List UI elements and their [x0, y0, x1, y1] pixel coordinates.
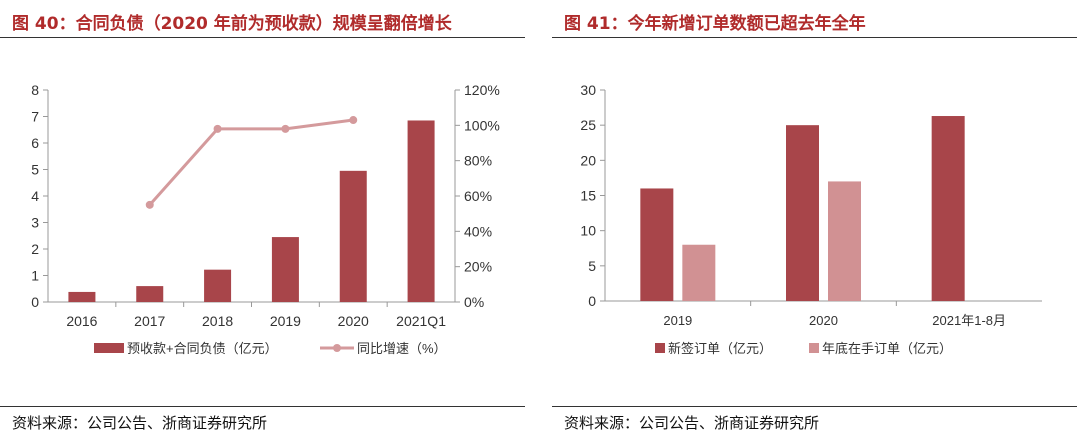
x-tick-label: 2021Q1: [396, 313, 446, 329]
line-point: [145, 200, 154, 209]
y-tick-label: 7: [31, 109, 39, 125]
x-tick-label: 2017: [134, 313, 165, 329]
y-tick-label: 5: [31, 162, 39, 178]
right-chart-panel: 图 41：今年新增订单数额已超去年全年 0 5 10 15 20 25 30 2019 2020…: [552, 0, 1077, 444]
y-tick-label: 15: [580, 188, 596, 204]
y-tick-label: 20: [580, 152, 596, 168]
line-point: [281, 124, 290, 133]
bar: [786, 125, 819, 302]
y-tick-label: 30: [580, 82, 596, 98]
legend-swatch-marker: [333, 344, 341, 352]
source-rule: [0, 406, 525, 407]
y-tick-label: 0: [588, 293, 596, 309]
chart-title: 图 41：今年新增订单数额已超去年全年: [564, 14, 866, 34]
source-rule: [552, 406, 1077, 407]
y-tick-label: 1: [31, 268, 39, 284]
y2-tick-label: 120%: [464, 82, 500, 98]
y-tick-label: 5: [588, 258, 596, 274]
x-tick-label: 2020: [809, 313, 838, 328]
y2-tick-label: 0%: [464, 294, 484, 310]
source-note: 资料来源：公司公告、浙商证券研究所: [564, 414, 820, 432]
line-point: [349, 116, 358, 125]
bar: [68, 291, 96, 302]
legend-label: 新签订单（亿元）: [668, 341, 772, 356]
bar: [271, 237, 299, 302]
bar: [828, 181, 861, 301]
legend-swatch: [655, 343, 665, 353]
x-tick-label: 2021年1-8月: [932, 313, 1006, 328]
y-tick-label: 8: [31, 82, 39, 98]
legend-swatch-bar: [94, 343, 124, 353]
legend-label: 同比增速（%）: [357, 341, 447, 356]
y2-tick-label: 60%: [464, 188, 492, 204]
y-tick-label: 4: [31, 188, 39, 204]
bar: [339, 170, 367, 302]
x-tick-label: 2016: [66, 313, 97, 329]
y-tick-label: 0: [31, 294, 39, 310]
x-tick-label: 2019: [663, 313, 692, 328]
line-point: [213, 124, 222, 133]
bar: [931, 116, 965, 301]
title-rule: [0, 37, 525, 38]
chart-title: 图 40：合同负债（2020 年前为预收款）规模呈翻倍增长: [12, 14, 452, 34]
bar: [407, 120, 435, 302]
source-note: 资料来源：公司公告、浙商证券研究所: [12, 414, 268, 432]
bar: [682, 244, 716, 301]
title-rule: [552, 37, 1077, 38]
bar: [136, 286, 164, 302]
y-tick-label: 25: [580, 117, 596, 133]
y-tick-label: 3: [31, 215, 39, 231]
bar: [640, 188, 674, 301]
y2-tick-label: 20%: [464, 259, 492, 275]
bar: [204, 269, 232, 302]
x-tick-label: 2020: [338, 313, 369, 329]
y2-tick-label: 80%: [464, 153, 492, 169]
legend-label: 预收款+合同负债（亿元）: [127, 341, 278, 356]
legend-label: 年底在手订单（亿元）: [822, 341, 952, 356]
growth-line: [148, 118, 354, 206]
legend-swatch: [809, 343, 819, 353]
y-tick-label: 10: [580, 223, 596, 239]
x-tick-label: 2019: [270, 313, 301, 329]
y-tick-label: 2: [31, 241, 39, 257]
y-tick-label: 6: [31, 135, 39, 151]
y2-tick-label: 40%: [464, 223, 492, 239]
x-tick-label: 2018: [202, 313, 233, 329]
y2-tick-label: 100%: [464, 117, 500, 133]
